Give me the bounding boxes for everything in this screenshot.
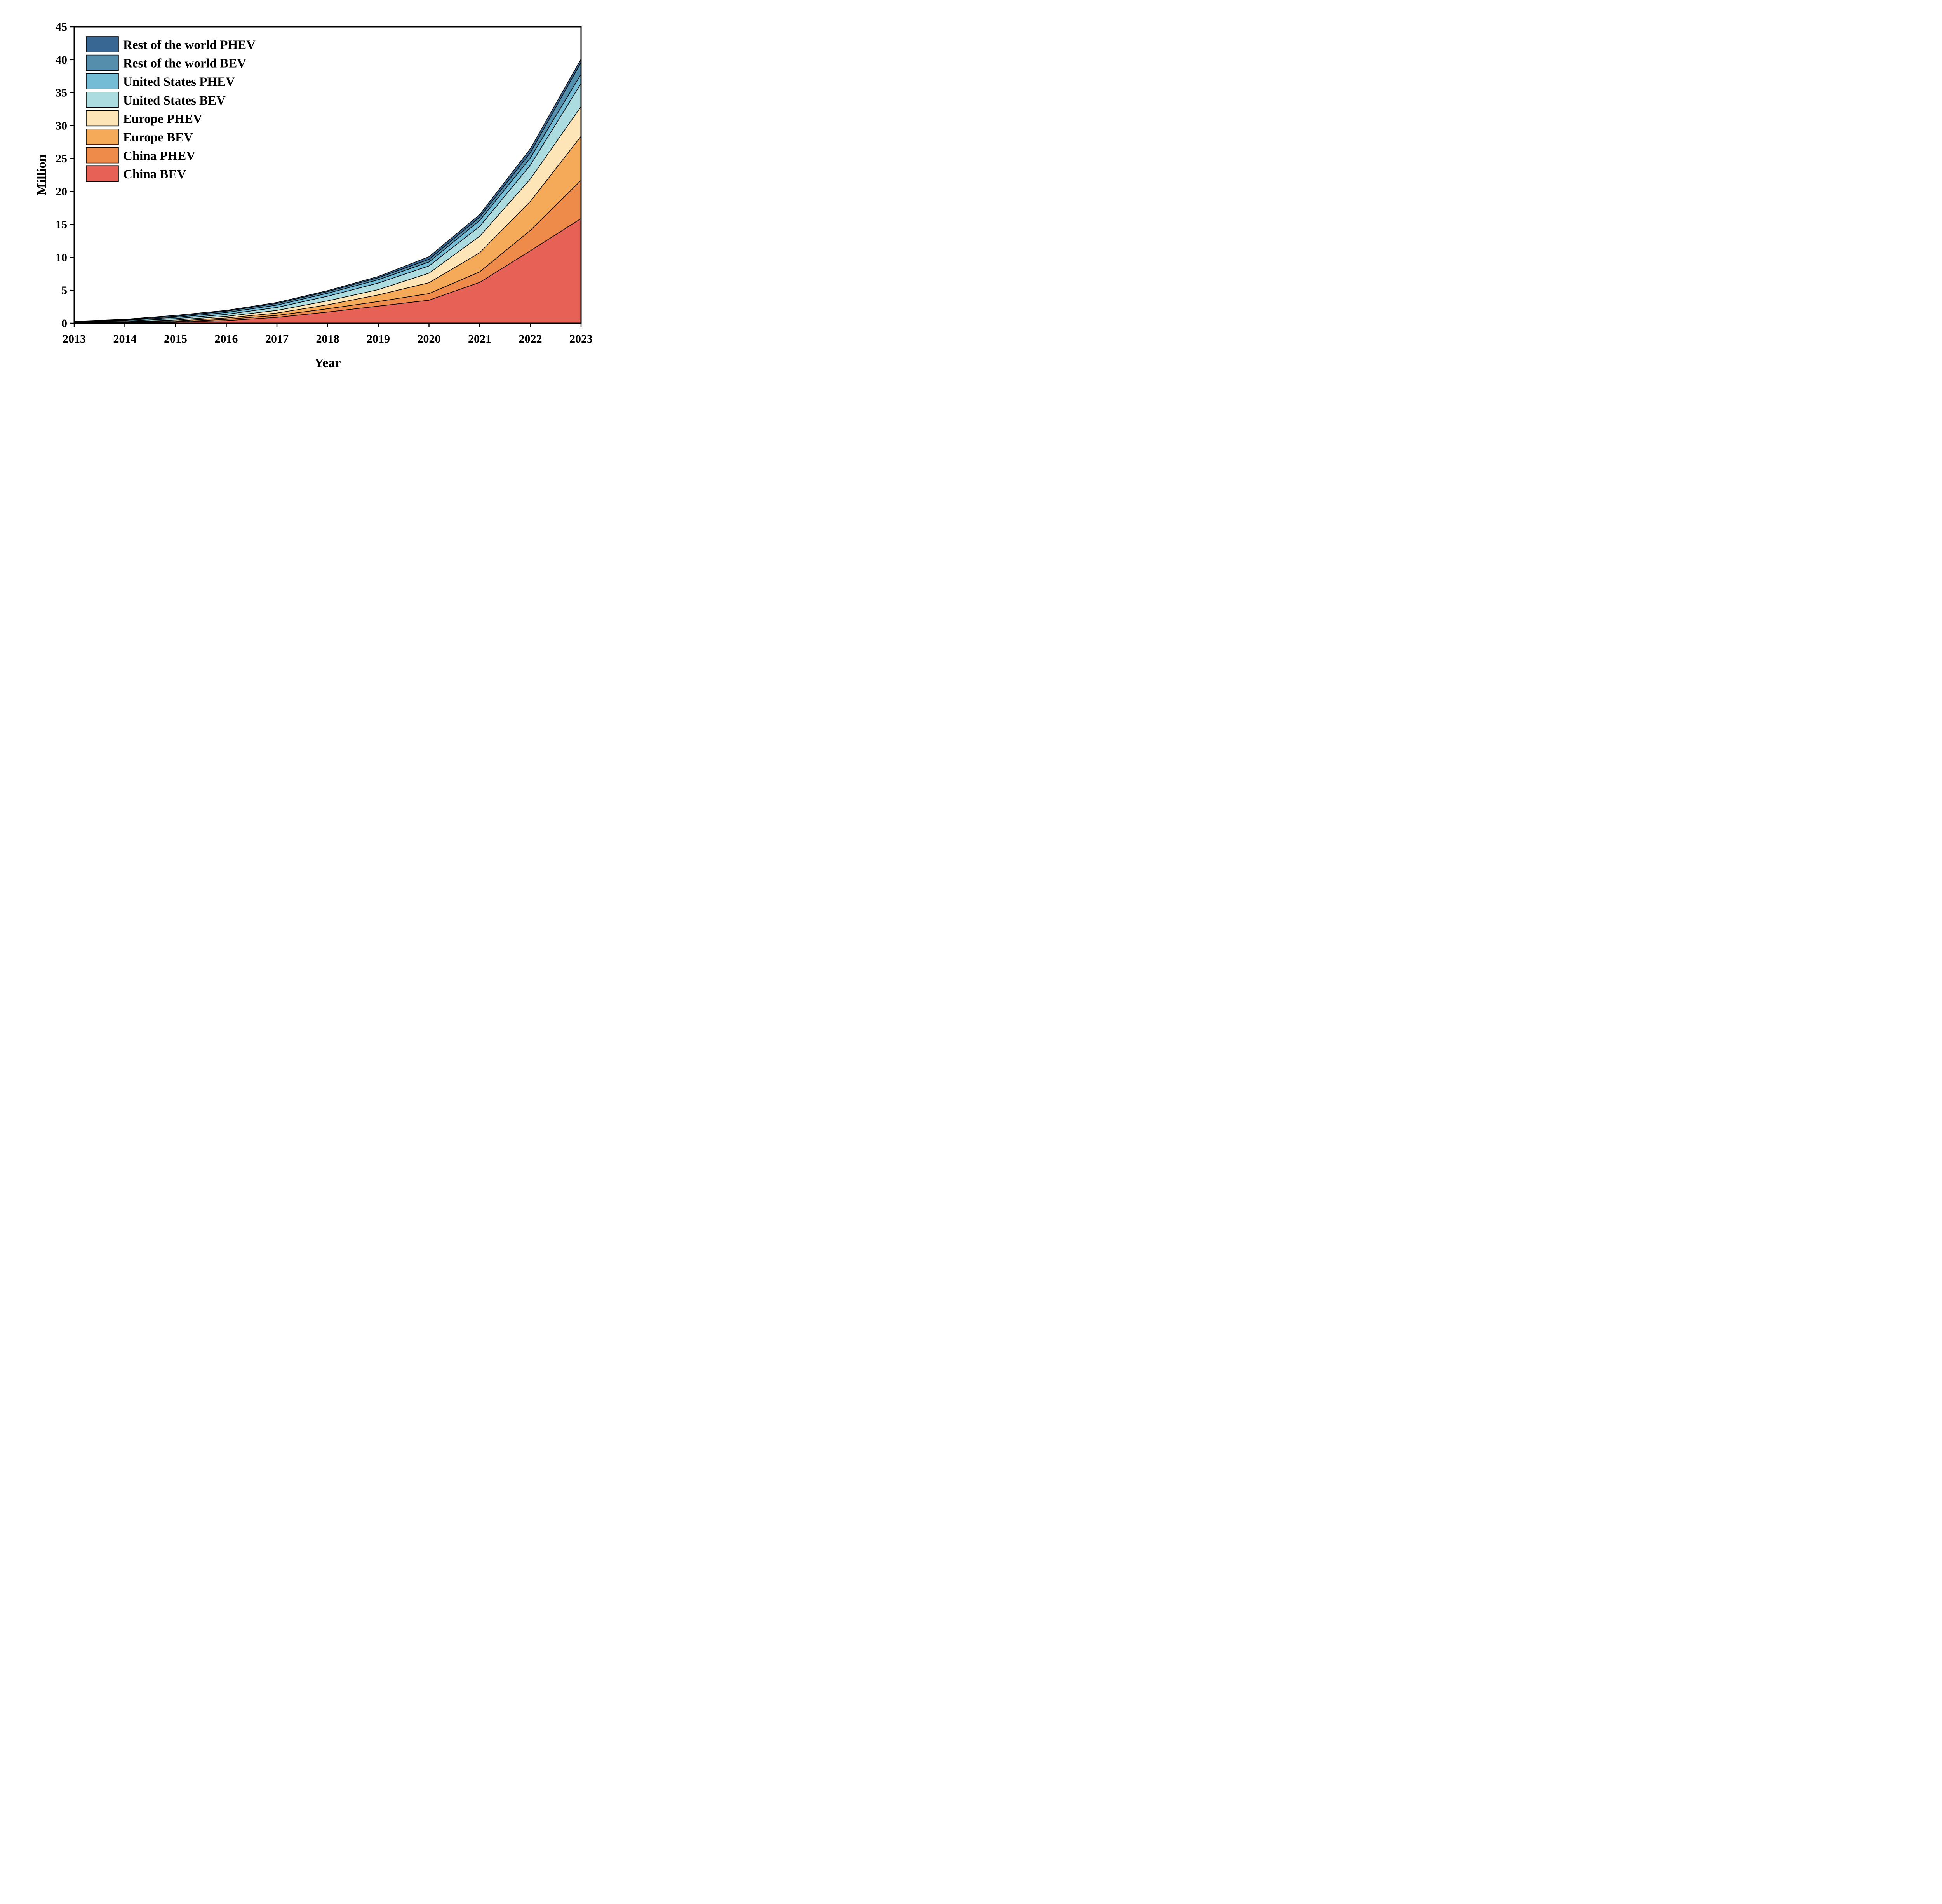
legend-item-united-states-phev: United States PHEV (86, 73, 235, 89)
y-axis-title: Million (35, 155, 49, 196)
x-tick-label: 2016 (215, 333, 238, 345)
y-tick-label: 45 (56, 21, 67, 33)
legend-label: United States PHEV (123, 75, 235, 89)
legend-swatch (86, 147, 119, 164)
legend-swatch (86, 165, 119, 182)
x-tick-label: 2017 (265, 333, 289, 345)
legend-swatch (86, 54, 119, 71)
y-tick-label: 35 (56, 87, 67, 99)
x-tick-label: 2022 (519, 333, 542, 345)
legend-label: Europe BEV (123, 131, 193, 145)
x-tick-label: 2018 (316, 333, 339, 345)
legend-item-europe-bev: Europe BEV (86, 129, 193, 145)
y-tick-label: 30 (56, 119, 67, 132)
chart-container: 0 5 10 15 20 25 30 35 40 45 2013 2014 2015 2016 2017 2… (0, 0, 602, 388)
legend-label: Rest of the world BEV (123, 57, 246, 71)
x-tick-label: 2013 (63, 333, 86, 345)
x-axis-title: Year (315, 356, 341, 370)
legend-swatch (86, 92, 119, 108)
y-axis: 0 5 10 15 20 25 30 35 40 45 (56, 21, 74, 330)
x-tick-label: 2015 (164, 333, 187, 345)
y-tick-label: 10 (56, 251, 67, 264)
x-tick-label: 2014 (113, 333, 137, 345)
x-axis: 2013 2014 2015 2016 2017 2018 2019 2020 2021 2022… (63, 323, 593, 345)
x-tick-label: 2021 (468, 333, 491, 345)
legend-swatch (86, 36, 119, 52)
x-tick-label: 2020 (418, 333, 441, 345)
legend: Rest of the world PHEV Rest of the world … (86, 36, 256, 182)
y-tick-label: 15 (56, 218, 67, 231)
legend-label: China BEV (123, 167, 186, 181)
x-tick-label: 2019 (367, 333, 390, 345)
legend-label: Rest of the world PHEV (123, 38, 256, 52)
y-tick-label: 40 (56, 54, 67, 66)
legend-swatch (86, 129, 119, 145)
legend-label: China PHEV (123, 149, 195, 163)
legend-item-united-states-bev: United States BEV (86, 92, 226, 108)
y-tick-label: 5 (61, 284, 67, 297)
legend-label: United States BEV (123, 94, 226, 108)
legend-item-europe-phev: Europe PHEV (86, 110, 202, 127)
legend-label: Europe PHEV (123, 112, 202, 126)
x-tick-label: 2023 (569, 333, 593, 345)
legend-item-china-bev: China BEV (86, 165, 186, 182)
legend-swatch (86, 110, 119, 127)
legend-item-china-phev: China PHEV (86, 147, 195, 164)
y-tick-label: 25 (56, 152, 67, 165)
y-tick-label: 20 (56, 185, 67, 198)
y-tick-label: 0 (61, 317, 67, 330)
legend-swatch (86, 73, 119, 89)
legend-item-rest-of-the-world-bev: Rest of the world BEV (86, 54, 246, 71)
legend-item-rest-of-the-world-phev: Rest of the world PHEV (86, 36, 256, 52)
